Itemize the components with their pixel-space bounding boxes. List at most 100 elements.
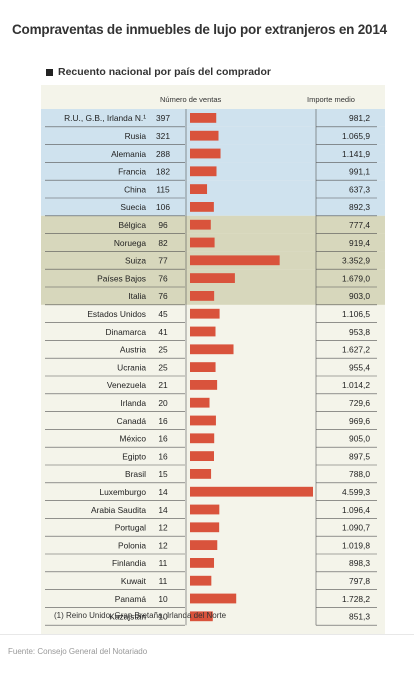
amount-bar [190, 593, 237, 604]
count-label: 16 [158, 451, 168, 461]
count-label: 16 [158, 434, 168, 444]
count-label: 12 [158, 523, 168, 533]
subtitle-text: Recuento nacional por país del comprador [58, 66, 271, 78]
count-label: 20 [158, 398, 168, 408]
country-label: Ucrania [117, 362, 146, 372]
bullet-square-icon [46, 68, 53, 76]
amount-label: 1.728,2 [342, 594, 370, 604]
count-label: 12 [158, 540, 168, 550]
amount-bar [190, 451, 215, 461]
amount-bar [190, 611, 213, 622]
amount-label: 1.019,8 [342, 540, 370, 550]
amount-bar [190, 540, 218, 550]
amount-label: 903,0 [349, 291, 370, 301]
country-label: Egipto [122, 451, 146, 461]
amount-label: 729,6 [349, 398, 370, 408]
country-label: Alemania [111, 149, 146, 159]
count-label: 41 [158, 327, 168, 337]
country-label: Luxemburgo [99, 487, 146, 497]
amount-bar [190, 415, 216, 426]
amount-label: 905,0 [349, 434, 370, 444]
amount-label: 953,8 [349, 327, 370, 337]
count-label: 182 [156, 167, 170, 177]
count-label: 25 [158, 362, 168, 372]
amount-bar [190, 380, 218, 390]
count-label: 14 [158, 505, 168, 515]
amount-label: 897,5 [349, 451, 370, 461]
count-label: 10 [158, 612, 168, 622]
country-label: México [119, 434, 146, 444]
count-label: 77 [158, 256, 168, 266]
amount-bar [190, 433, 215, 444]
country-label: Dinamarca [106, 327, 147, 337]
amount-bar [190, 522, 220, 533]
country-label: Noruega [114, 238, 146, 248]
amount-label: 1.090,7 [342, 523, 370, 533]
footnote: (1) Reino Unido, Gran Bretaña, Irlanda d… [54, 611, 227, 620]
country-label: Polonia [118, 540, 146, 550]
count-label: 288 [156, 149, 170, 159]
amount-label: 1.106,5 [342, 309, 370, 319]
amount-label: 797,8 [349, 576, 370, 586]
country-label: Estados Unidos [87, 309, 146, 319]
group-band [41, 215, 385, 234]
amount-bar [190, 273, 235, 283]
amount-bar [190, 219, 211, 230]
country-label: Irlanda [120, 398, 146, 408]
country-label: Panamá [115, 594, 147, 604]
country-label: R.U., G.B., Irlanda N.¹ [64, 113, 146, 123]
amount-label: 4.599,3 [342, 487, 370, 497]
amount-label: 892,3 [349, 202, 370, 212]
amount-bar [190, 237, 215, 248]
country-label: Países Bajos [97, 273, 146, 283]
amount-label: 851,3 [349, 612, 370, 622]
column-header-amount: Importe medio [307, 95, 355, 104]
count-label: 82 [158, 238, 168, 248]
country-label: Kuwait [121, 576, 147, 586]
amount-bar [190, 397, 210, 408]
count-label: 10 [158, 594, 168, 604]
count-label: 45 [158, 309, 168, 319]
amount-bar [190, 469, 212, 479]
column-header-count: Número de ventas [160, 95, 222, 104]
count-label: 25 [158, 345, 168, 355]
country-label: Bélgica [119, 220, 147, 230]
amount-bar [190, 184, 208, 194]
amount-label: 898,3 [349, 558, 370, 568]
count-label: 14 [158, 487, 168, 497]
country-label: Kazajstán [109, 612, 146, 622]
count-label: 15 [158, 469, 168, 479]
amount-bar [190, 308, 220, 319]
divider [0, 634, 414, 635]
country-label: Suecia [120, 202, 146, 212]
amount-label: 1.065,9 [342, 131, 370, 141]
country-label: China [124, 184, 146, 194]
group-band [41, 180, 385, 198]
count-label: 76 [158, 291, 168, 301]
amount-label: 3.352,9 [342, 256, 370, 266]
amount-bar [190, 344, 234, 355]
amount-bar [190, 291, 215, 301]
amount-bar [190, 130, 219, 141]
country-label: Francia [118, 167, 146, 177]
amount-label: 788,0 [349, 469, 370, 479]
country-label: Venezuela [107, 380, 146, 390]
count-label: 115 [156, 184, 170, 194]
amount-label: 777,4 [349, 220, 370, 230]
amount-bar [190, 504, 220, 515]
country-label: Arabia Saudita [91, 505, 146, 515]
count-label: 397 [156, 113, 170, 123]
amount-label: 955,4 [349, 362, 370, 372]
amount-bar [190, 166, 217, 177]
country-label: Suiza [125, 256, 146, 266]
country-label: Canadá [117, 416, 147, 426]
country-label: Italia [128, 291, 146, 301]
count-label: 106 [156, 202, 170, 212]
count-label: 11 [159, 558, 168, 568]
amount-bar [190, 202, 214, 212]
count-label: 76 [158, 273, 168, 283]
amount-bar [190, 148, 221, 159]
chart-subtitle: Recuento nacional por país del comprador [46, 66, 271, 78]
amount-label: 1.096,4 [342, 505, 370, 515]
